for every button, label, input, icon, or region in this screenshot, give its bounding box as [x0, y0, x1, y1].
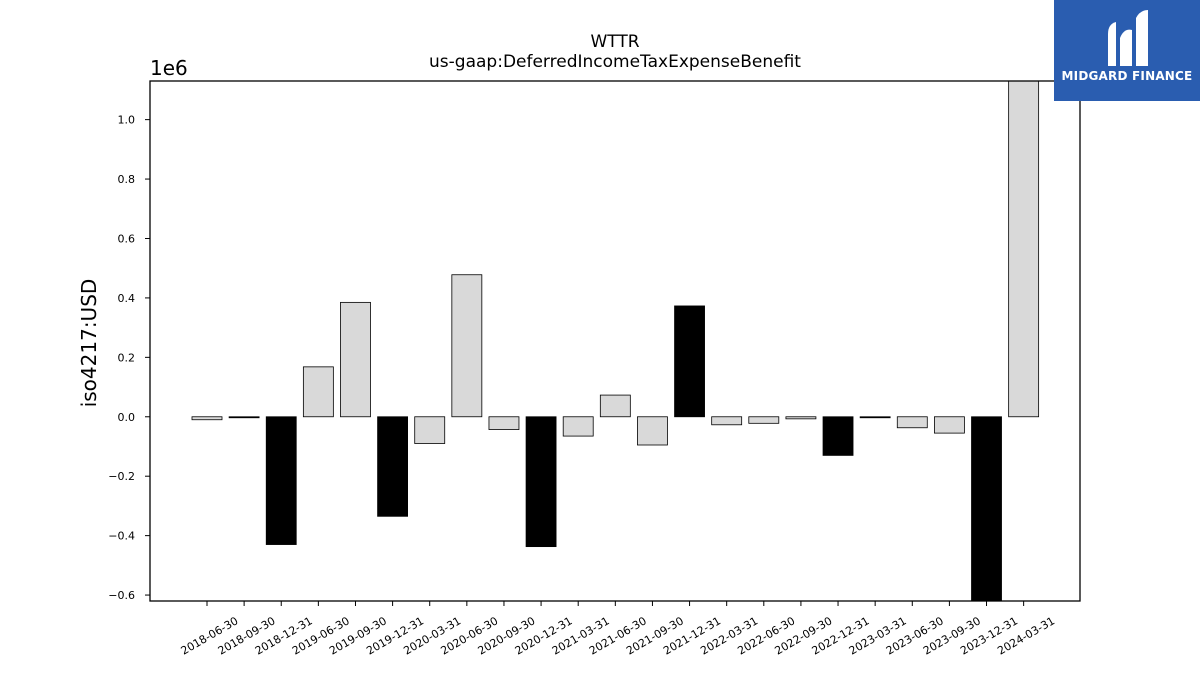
y-axis: −0.6 −0.4 −0.2 0.0 0.2 0.4 0.6 0.8 1.0 [108, 114, 150, 602]
bar-2020-09-30 [488, 416, 520, 430]
y-tick-label: 0.4 [118, 292, 136, 305]
bar-2021-12-31 [674, 305, 705, 418]
logo-mark-icon [1108, 10, 1148, 66]
logo-text: MIDGARD FINANCE [1061, 69, 1193, 83]
y-tick-label: −0.2 [108, 470, 135, 483]
y-axis-multiplier: 1e6 [150, 56, 188, 80]
bar-2022-03-31 [711, 416, 743, 426]
bar-2022-12-31 [822, 416, 854, 456]
bar-2019-12-31 [377, 416, 409, 517]
bar-2021-06-30 [599, 394, 631, 418]
plot-frame [149, 80, 1081, 602]
bar-2022-06-30 [748, 416, 780, 424]
bar-2018-12-31 [265, 416, 297, 545]
bars-group [191, 80, 1040, 602]
x-axis: 2018-06-302018-09-302018-12-312019-06-30… [179, 601, 1057, 658]
bar-2024-03-31 [1008, 80, 1040, 418]
bar-2018-09-30 [228, 416, 260, 419]
bar-2023-12-31 [971, 416, 1002, 602]
chart-subtitle: us-gaap:DeferredIncomeTaxExpenseBenefit [429, 52, 801, 72]
bar-2021-09-30 [637, 416, 668, 446]
bar-2023-03-31 [859, 416, 891, 419]
y-tick-label: −0.4 [108, 530, 135, 543]
bar-2018-06-30 [191, 416, 223, 421]
bar-2019-06-30 [302, 366, 334, 418]
bar-2022-09-30 [785, 416, 817, 420]
bar-2020-06-30 [451, 274, 483, 418]
bar-2021-03-31 [562, 416, 594, 437]
midgard-finance-logo: MIDGARD FINANCE [1054, 0, 1200, 101]
y-tick-label: 0.2 [118, 351, 136, 364]
y-tick-label: 0.0 [118, 411, 136, 424]
bar-2023-09-30 [934, 416, 965, 434]
bar-2019-09-30 [340, 301, 371, 418]
bar-2020-03-31 [414, 416, 446, 444]
y-tick-label: 1.0 [118, 114, 136, 127]
bar-2020-12-31 [525, 416, 557, 548]
bar-2023-06-30 [896, 416, 928, 429]
y-tick-label: 0.6 [118, 232, 136, 245]
y-tick-label: 0.8 [118, 173, 136, 186]
chart-title: WTTR [590, 32, 640, 52]
y-tick-label: −0.6 [108, 589, 135, 602]
